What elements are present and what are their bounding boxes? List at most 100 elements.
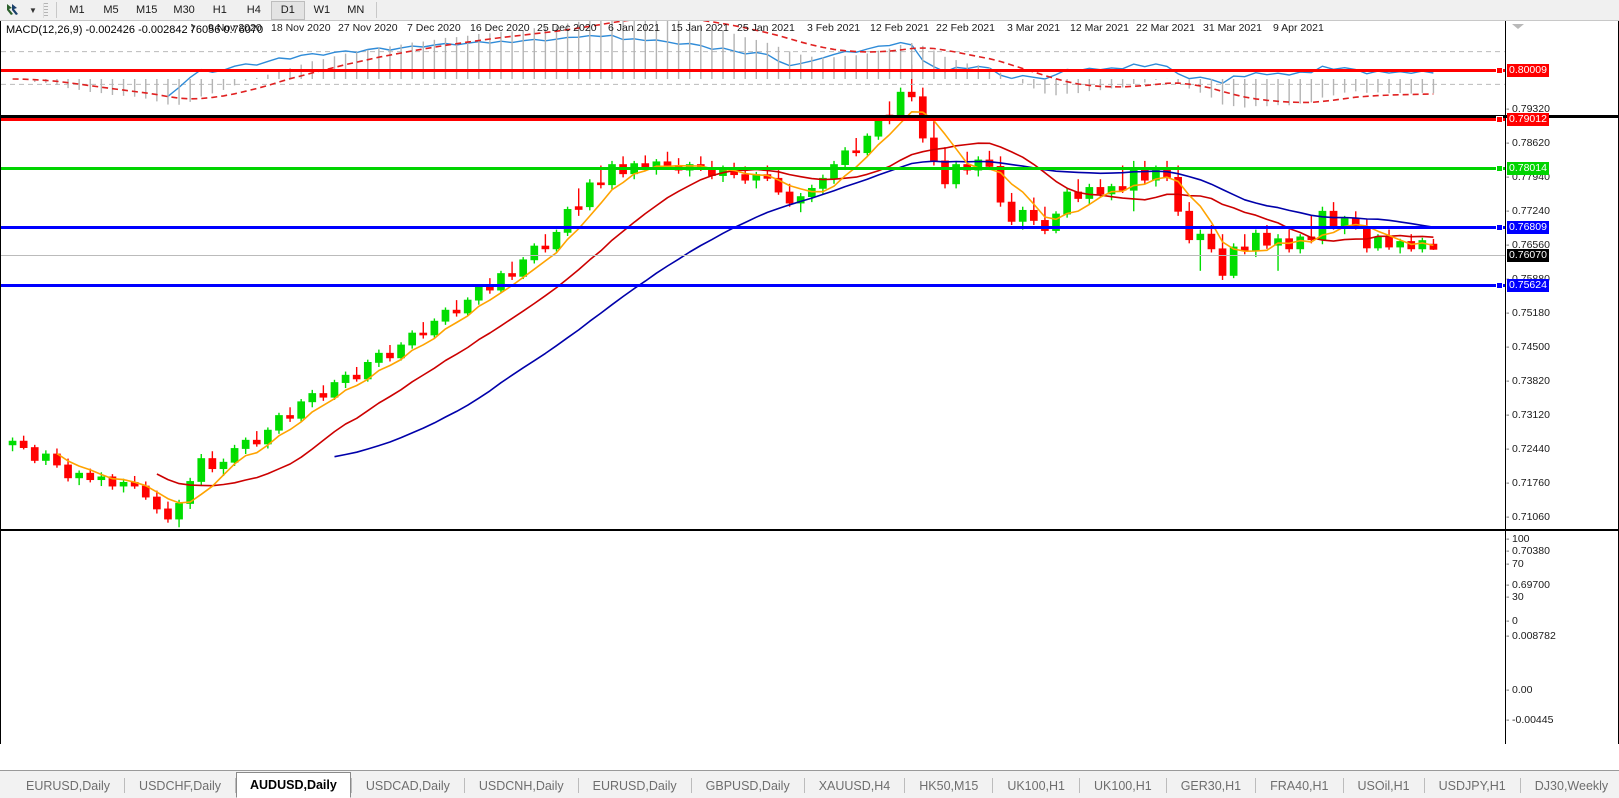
candle-body	[1096, 187, 1105, 195]
collapse-handle-icon[interactable]	[1512, 24, 1524, 29]
crosshair-cursor-icon[interactable]	[0, 0, 26, 21]
chart-tab-eurusd-daily[interactable]: EURUSD,Daily	[26, 779, 111, 793]
price-tick: -0.74500	[1506, 341, 1619, 353]
timeframe-button-h1[interactable]: H1	[212, 4, 227, 16]
candle-body	[97, 476, 106, 481]
timeframe-button-d1[interactable]: D1	[270, 0, 305, 20]
chart-tab-xauusd-h4[interactable]: XAUUSD,H4	[818, 779, 891, 793]
time-axis-label: 22 Feb 2021	[936, 22, 995, 34]
level-handle-resistance-2[interactable]	[1496, 116, 1503, 123]
timeframe-button-m5[interactable]: M5	[103, 4, 119, 16]
timeframe-button-w1[interactable]: W1	[313, 4, 331, 16]
level-handle-pivot-green[interactable]	[1496, 165, 1503, 172]
level-price-badge-pivot-green[interactable]: 0.78014	[1507, 162, 1549, 175]
tick-dash-icon: -	[1506, 533, 1510, 545]
level-line-resistance-1[interactable]	[1, 69, 1505, 72]
level-line-pivot-green[interactable]	[1, 167, 1505, 170]
level-line-support-2[interactable]	[1, 284, 1505, 287]
chart-tab-bar: EURUSD,Daily USDCHF,Daily AUDUSD,Daily USDC…	[0, 770, 1619, 798]
chart-window[interactable]: ▼ AUDUSD,Daily 0.76182 0.76296 0.76056 0…	[0, 21, 1619, 744]
chart-tab-audusd-daily[interactable]: AUDUSD,Daily	[236, 772, 351, 798]
macd-tick: - -0.00445	[1506, 714, 1619, 726]
candle-body	[1118, 186, 1127, 191]
chart-tab-ger30-h1[interactable]: GER30,H1	[1180, 779, 1242, 793]
level-handle-resistance-1[interactable]	[1496, 67, 1503, 74]
price-tick: -0.70380	[1506, 545, 1619, 557]
price-pane[interactable]: ▼ AUDUSD,Daily 0.76182 0.76296 0.76056 0…	[1, 21, 1618, 531]
chart-tab-usdcnh-daily[interactable]: USDCNH,Daily	[478, 779, 564, 793]
candle-body	[175, 503, 183, 520]
price-tick-label: 0.73120	[1512, 409, 1550, 421]
level-price-badge-support-2[interactable]: 0.75624	[1507, 279, 1549, 292]
rsi-tick-label: 30	[1512, 591, 1524, 603]
level-line-support-1[interactable]	[1, 226, 1505, 229]
level-price-badge-support-1[interactable]: 0.76809	[1507, 221, 1549, 234]
level-line-resistance-2[interactable]	[1, 118, 1505, 121]
timeframe-button-m30[interactable]: M30	[173, 4, 195, 16]
candle-body	[64, 464, 72, 479]
candle-body	[186, 481, 195, 504]
rsi-tick-label: 70	[1512, 558, 1524, 570]
chart-tab-usoil-h1[interactable]: USOil,H1	[1357, 779, 1410, 793]
macd-scale: -0.008782-0.00- -0.00445	[1506, 630, 1619, 728]
candle-body	[497, 273, 505, 291]
price-tick: -0.73120	[1506, 409, 1619, 421]
tab-divider	[992, 777, 994, 793]
price-tick: -0.69700	[1506, 579, 1619, 591]
drag-grip-icon[interactable]	[43, 2, 48, 18]
candle-body	[1007, 201, 1016, 222]
chart-tab-uk100-h1[interactable]: UK100,H1	[1007, 779, 1065, 793]
candle-body	[108, 476, 117, 487]
chevron-down-icon[interactable]: ▼	[29, 5, 37, 15]
candle-body	[841, 150, 849, 165]
chart-tab-usdcad-daily[interactable]: USDCAD,Daily	[365, 779, 450, 793]
candle-body	[463, 299, 472, 314]
candle-body	[341, 374, 350, 383]
chart-tab-usdchf-daily[interactable]: USDCHF,Daily	[139, 779, 221, 793]
candle-body	[1418, 240, 1427, 250]
current-price-badge[interactable]: 0.76070	[1507, 249, 1549, 262]
candle-body	[474, 286, 483, 301]
candle-body	[308, 393, 317, 403]
rsi-tick-label: 100	[1512, 533, 1530, 545]
candle-body	[1218, 248, 1227, 276]
tab-divider	[690, 777, 692, 793]
candle-body	[319, 393, 328, 398]
chart-tab-dj30-weekly[interactable]: DJ30,Weekly	[1534, 779, 1609, 793]
candle-body	[1385, 236, 1393, 248]
chart-tab-eurusd-daily[interactable]: EURUSD,Daily	[592, 779, 677, 793]
tab-divider	[1342, 777, 1344, 793]
price-scale[interactable]: -0.79320-0.78620-0.77940-0.77240-0.76560…	[1506, 21, 1619, 591]
timeframe-button-mn[interactable]: MN	[347, 4, 365, 16]
candle-body	[1251, 232, 1260, 252]
chart-tab-uk100-h1[interactable]: UK100,H1	[1094, 779, 1152, 793]
price-tick-label: 0.72440	[1512, 443, 1550, 455]
level-handle-support-2[interactable]	[1496, 282, 1503, 289]
level-price-badge-resistance-1[interactable]: 0.80009	[1507, 64, 1549, 77]
chart-tab-hk50-m15[interactable]: HK50,M15	[919, 779, 979, 793]
timeframe-button-h4[interactable]: H4	[246, 4, 261, 16]
candle-body	[996, 166, 1005, 203]
tick-dash-icon: -	[1506, 239, 1510, 251]
candle-body	[1085, 187, 1094, 199]
time-axis-label: 31 Mar 2021	[1203, 22, 1262, 34]
time-axis-label: 22 Mar 2021	[1136, 22, 1195, 34]
candle-body	[774, 177, 783, 193]
tick-dash-icon: -	[1506, 205, 1510, 217]
tab-divider	[1165, 777, 1167, 793]
level-price-badge-resistance-2[interactable]: 0.79012	[1507, 113, 1549, 126]
chart-tab-usdjpy-h1[interactable]: USDJPY,H1	[1438, 779, 1506, 793]
tab-divider	[124, 777, 126, 793]
chart-tab-gbpusd-daily[interactable]: GBPUSD,Daily	[705, 779, 790, 793]
tab-divider	[350, 777, 352, 793]
ma-fast-line	[56, 111, 1434, 504]
timeframe-button-m1[interactable]: M1	[69, 4, 85, 16]
price-tick: -0.76560	[1506, 239, 1619, 251]
timeframe-button-m15[interactable]: M15	[136, 4, 158, 16]
level-handle-support-1[interactable]	[1496, 224, 1503, 231]
chart-tab-fra40-h1[interactable]: FRA40,H1	[1270, 779, 1329, 793]
macd-tick-label: -0.00445	[1512, 714, 1554, 726]
ma-slow-line	[334, 160, 1434, 458]
candle-body	[486, 286, 494, 291]
tick-dash-icon: -	[1506, 307, 1510, 319]
